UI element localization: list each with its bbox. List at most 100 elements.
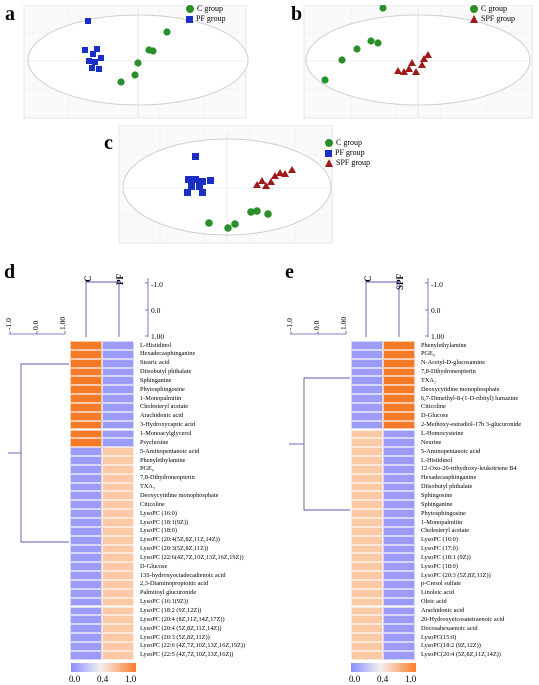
row-label: D-Glucose [421, 412, 449, 420]
heatmap-row [70, 438, 134, 448]
heatmap-row [351, 579, 415, 589]
spf-markers-c [253, 166, 296, 189]
heatmap-cell [351, 341, 383, 350]
heatmap-cell [383, 606, 415, 616]
row-label: 20-Hydroxyeicosatetraenoic acid [421, 615, 505, 623]
heatmap-cell [70, 518, 102, 527]
heatmap-row [351, 482, 415, 492]
heatmap-cell [102, 641, 134, 651]
heatmap-cell [383, 544, 415, 554]
score-plot-a [23, 5, 249, 119]
heatmap-cell [383, 500, 415, 510]
heatmap-row [70, 482, 134, 492]
row-label: 3-Hydroxycapric acid [140, 421, 196, 429]
heatmap-cell [70, 420, 102, 430]
heatmap-row [70, 597, 134, 607]
heatmap-row [70, 606, 134, 616]
scale-tick: 1.00 [58, 316, 67, 330]
heatmap-cell [383, 518, 415, 527]
heatmap-row [351, 588, 415, 598]
triangle-icon [470, 15, 478, 23]
row-label: PGE₀ [421, 350, 436, 358]
scale-tick: 1.00 [151, 332, 165, 341]
heatmap-row [351, 500, 415, 510]
scale-tick: -1.0 [151, 280, 163, 289]
legend-label: C group [481, 4, 507, 13]
heatmap-cell [351, 385, 383, 395]
dendrogram-left-e [289, 377, 350, 511]
heatmap-cell [383, 624, 415, 634]
heatmap-row [70, 341, 134, 350]
heatmap-cell [102, 606, 134, 616]
heatmap-row [351, 411, 415, 421]
panel-label-b: b [291, 3, 303, 25]
heatmap-row [70, 367, 134, 377]
heatmap-cell [102, 402, 134, 412]
row-label: Sphingosine [421, 491, 453, 499]
heatmap-row [351, 633, 415, 642]
heatmap-cell [351, 464, 383, 474]
row-label: LysoPC (20:3(5Z,8Z,11Z)) [140, 545, 209, 553]
row-label: LysoPC (18:0) [421, 562, 458, 570]
row-label: LysoPC(18:2 (9Z,12Z)) [421, 642, 481, 650]
heatmap-cell [102, 571, 134, 580]
heatmap-cell [70, 341, 102, 350]
row-label: 5-Aminopentanoic acid [140, 447, 200, 455]
heatmap-cell [102, 438, 134, 448]
heatmap-row [351, 464, 415, 474]
heatmap-cell [70, 456, 102, 465]
heatmap-cell [102, 367, 134, 377]
row-label: LysoPC (17:0) [421, 545, 458, 553]
scale-tick: 1.00 [339, 316, 348, 330]
row-label: Cholesteryl acetate [421, 527, 470, 535]
heatmap-cell [70, 606, 102, 616]
scale-tick: 1.00 [431, 332, 445, 341]
heatmap-cell [102, 394, 134, 403]
heatmap-row [351, 491, 415, 501]
heatmap-cell [383, 491, 415, 501]
row-label: PGE₀ [140, 465, 155, 473]
row-label: LysoPC (18:2 (9Z,12Z)) [140, 607, 202, 614]
square-icon [325, 149, 332, 157]
row-label: Deoxycytidine monophosphate [421, 385, 500, 393]
panel-label-e: e [285, 261, 294, 283]
legend-label: SPF group [481, 14, 516, 23]
heatmap-cell [351, 571, 383, 580]
heatmap-cell [70, 447, 102, 457]
heatmap-cell [351, 606, 383, 616]
row-label: Stearic acid [140, 359, 170, 367]
heatmap-cell [102, 509, 134, 518]
heatmap-cell [70, 509, 102, 518]
heatmap-row [70, 641, 134, 651]
row-label: TXA₂ [140, 483, 156, 491]
heatmap-row [70, 633, 134, 642]
heatmap-row [351, 385, 415, 395]
heatmap-cell [102, 358, 134, 368]
row-label: Diisobutyl phthalate [140, 368, 192, 376]
heatmap-cell [383, 588, 415, 598]
heatmap-row [70, 562, 134, 572]
heatmap-row [351, 544, 415, 554]
heatmap-cell [351, 420, 383, 430]
heatmap-row [351, 553, 415, 563]
heatmap-cell [70, 500, 102, 510]
heatmap-cell [383, 562, 415, 572]
square-icon [186, 15, 193, 23]
scale-tick: -1.0 [431, 280, 443, 289]
heatmap-cell [351, 588, 383, 598]
heatmap-cell [70, 367, 102, 377]
heatmap-row [70, 624, 134, 634]
heatmap-cell [383, 482, 415, 492]
heatmap-cell [70, 464, 102, 474]
heatmap-cell [102, 553, 134, 563]
row-label: LysoPC (20:3 (5Z,8Z,11Z)) [421, 571, 491, 579]
legend-label: PF group [335, 148, 365, 157]
row-label: LysoPC (20:4 (8Z,11Z,14Z,17Z)) [140, 615, 225, 623]
circle-icon [186, 5, 194, 13]
heatmap-row [351, 394, 415, 403]
heatmap-cell [70, 358, 102, 368]
legend-label: PF group [196, 14, 226, 23]
panel-label-a: a [5, 3, 15, 25]
heatmap-cell [383, 394, 415, 403]
heatmap-row [70, 491, 134, 501]
